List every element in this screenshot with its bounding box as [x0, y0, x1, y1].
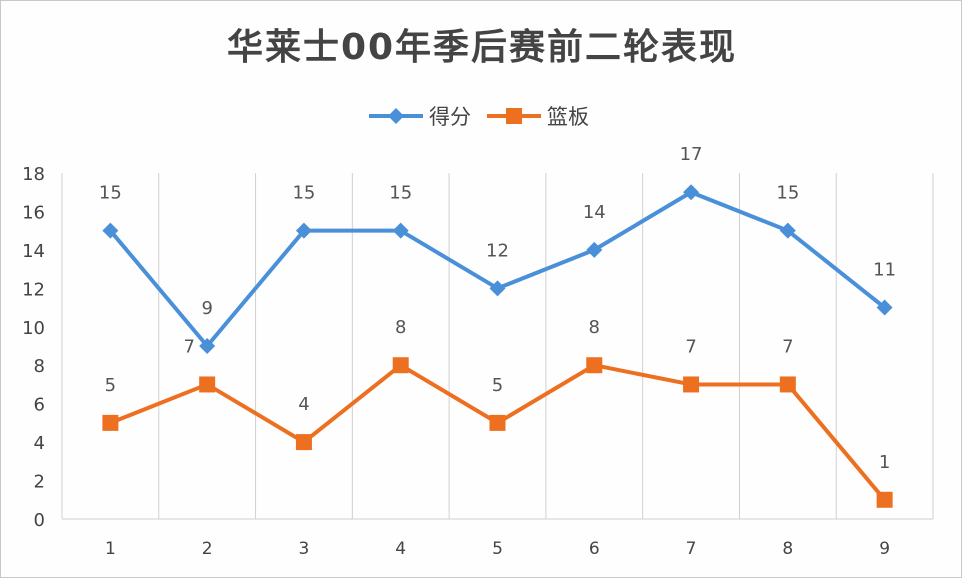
data-label: 7 [782, 336, 793, 357]
series: 15 9 15 15 12 14 17 15 11 5 7 4 8 5 8 7 7 1 [99, 144, 896, 508]
x-tick-label: 9 [879, 539, 890, 559]
data-label: 15 [776, 183, 799, 204]
y-tick-label: 10 [22, 318, 45, 339]
data-label: 11 [873, 260, 896, 281]
data-label: 5 [492, 375, 503, 396]
y-tick-label: 12 [22, 279, 45, 300]
diamond-marker [102, 222, 119, 239]
data-label: 7 [183, 336, 194, 357]
y-tick-label: 14 [22, 241, 45, 262]
y-tick-label: 8 [34, 356, 45, 377]
diamond-marker [779, 222, 796, 239]
y-tick-label: 16 [22, 202, 45, 223]
data-label: 12 [486, 240, 509, 261]
square-marker [586, 357, 603, 374]
data-label: 5 [105, 375, 116, 396]
grid [158, 173, 934, 519]
diamond-marker [295, 222, 312, 239]
data-label: 7 [685, 336, 696, 357]
square-marker [199, 376, 216, 393]
data-label: 9 [201, 298, 212, 319]
series-line [108, 190, 886, 348]
data-label: 15 [389, 183, 412, 204]
square-marker [876, 491, 893, 508]
x-tick-label: 2 [202, 539, 213, 559]
diamond-marker [876, 299, 893, 316]
x-tick-label: 7 [686, 539, 697, 559]
y-tick-label: 6 [34, 395, 45, 416]
series-2: 5 7 4 8 5 8 7 7 1 [102, 317, 893, 508]
y-tick-label: 2 [34, 472, 45, 493]
x-tick-label: 8 [782, 539, 793, 559]
square-marker [683, 376, 700, 393]
chart-title: 华莱士00年季后赛前二轮表现 [227, 27, 737, 68]
square-marker [102, 414, 119, 431]
y-tick-label: 18 [22, 164, 45, 185]
x-tick-label: 5 [492, 539, 503, 559]
y-tick-label: 0 [34, 510, 45, 531]
data-label: 8 [589, 317, 600, 338]
series-1: 15 9 15 15 12 14 17 15 11 [99, 144, 896, 354]
diamond-marker [199, 338, 216, 354]
square-marker [489, 414, 506, 431]
diamond-marker [388, 108, 404, 124]
legend-label: 篮板 [547, 105, 589, 129]
x-tick-label: 3 [299, 539, 310, 559]
diamond-marker [489, 280, 506, 297]
legend-item-1: 得分 [369, 105, 471, 129]
data-label: 1 [879, 452, 890, 473]
square-marker [779, 376, 796, 393]
data-label: 8 [395, 317, 406, 338]
square-marker [506, 108, 522, 124]
square-marker [295, 434, 312, 451]
data-label: 15 [292, 183, 315, 204]
data-label: 17 [680, 144, 703, 165]
x-tick-label: 4 [395, 539, 406, 559]
diamond-marker [392, 222, 409, 239]
diamond-marker [683, 184, 700, 201]
legend-item-2: 篮板 [487, 105, 589, 129]
square-marker [392, 357, 409, 374]
y-tick-label: 4 [34, 433, 45, 454]
data-label: 4 [298, 394, 309, 415]
legend-label: 得分 [429, 105, 471, 129]
legend: 得分 篮板 [369, 105, 589, 129]
x-tick-label: 6 [589, 539, 600, 559]
diamond-marker [586, 241, 603, 258]
data-label: 14 [583, 202, 606, 223]
x-tick-label: 1 [105, 539, 116, 559]
data-label: 15 [99, 183, 122, 204]
